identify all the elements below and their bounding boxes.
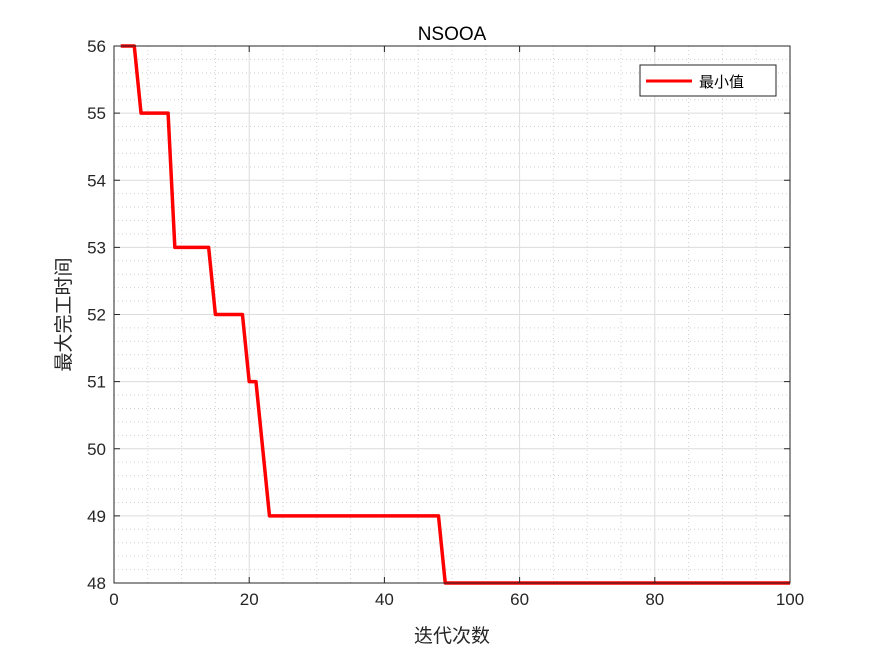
y-tick-label: 52 xyxy=(87,306,106,325)
y-tick-label: 48 xyxy=(87,574,106,593)
y-tick-label: 56 xyxy=(87,37,106,56)
x-tick-label: 80 xyxy=(645,590,664,609)
x-tick-label: 0 xyxy=(109,590,118,609)
y-axis-label: 最大完工时间 xyxy=(53,257,75,371)
x-axis-label: 迭代次数 xyxy=(414,625,490,647)
y-tick-label: 53 xyxy=(87,238,106,257)
y-tick-label: 54 xyxy=(87,171,106,190)
y-axis: 48 49 50 51 52 53 54 55 56 xyxy=(87,37,790,593)
x-axis: 0 20 40 60 80 100 xyxy=(109,46,804,609)
y-tick-label: 55 xyxy=(87,104,106,123)
chart-title: NSOOA xyxy=(418,24,487,45)
legend-entry-label: 最小值 xyxy=(699,73,744,91)
y-tick-label: 50 xyxy=(87,440,106,459)
x-tick-label: 60 xyxy=(510,590,529,609)
y-tick-label: 49 xyxy=(87,507,106,526)
x-tick-label: 20 xyxy=(240,590,259,609)
legend: 最小值 xyxy=(639,64,777,97)
x-tick-label: 40 xyxy=(375,590,394,609)
x-tick-label: 100 xyxy=(776,590,804,609)
y-tick-label: 51 xyxy=(87,373,106,392)
